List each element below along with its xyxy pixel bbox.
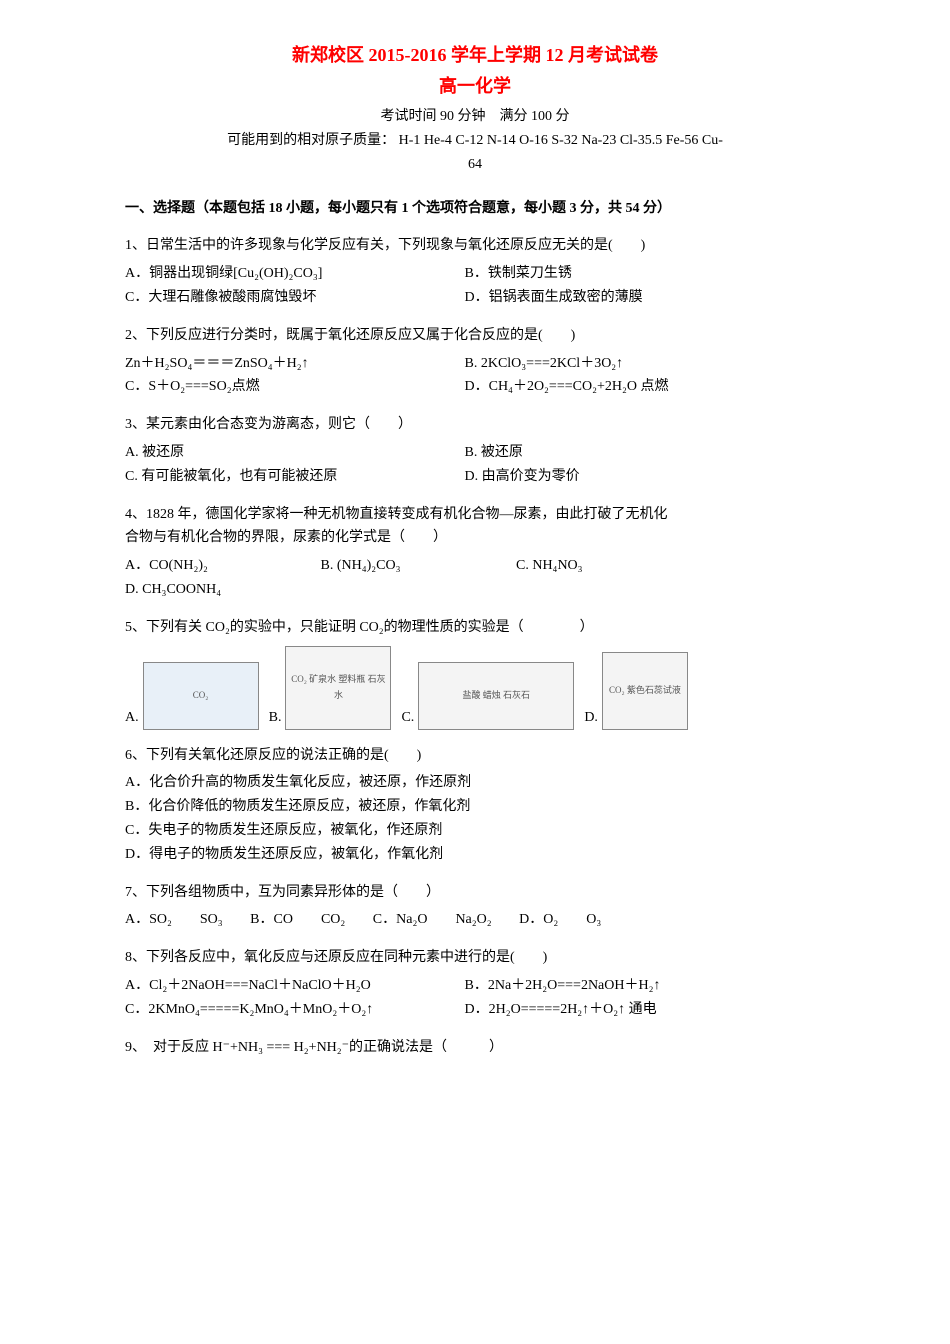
q3-option-b: B. 被还原 [465, 441, 801, 465]
q6-option-b: B．化合价降低的物质发生还原反应，被还原，作氧化剂 [125, 795, 825, 819]
q2-option-b: B. 2KClO₃===2KCl＋3O₂↑ [465, 352, 801, 376]
question-6-options: A．化合价升高的物质发生氧化反应，被还原，作还原剂 B．化合价降低的物质发生还原… [125, 771, 825, 866]
question-6-stem: 6、下列有关氧化还原反应的说法正确的是( ) [125, 744, 825, 768]
q5-diagram-d: CO₂ 紫色石蕊试液 [602, 652, 688, 730]
question-7-stem: 7、下列各组物质中，互为同素异形体的是（ ） [125, 881, 825, 905]
q8-option-d: D．2H₂O=====2H₂↑＋O₂↑ 通电 [465, 998, 801, 1022]
q4-option-c: C. NH₄NO₃ [516, 554, 670, 578]
q8-option-b: B．2Na＋2H₂O===2NaOH＋H₂↑ [465, 974, 801, 998]
q5-diagram-a: CO₂ [143, 662, 259, 730]
q5-diagram-c: 盐酸 蜡烛 石灰石 [418, 662, 574, 730]
q1-option-c: C．大理石雕像被酸雨腐蚀毁坏 [125, 286, 461, 310]
exam-title: 新郑校区 2015-2016 学年上学期 12 月考试试卷 [125, 40, 825, 71]
q8-option-a: A．Cl₂＋2NaOH===NaCl＋NaClO＋H₂O [125, 974, 461, 998]
q5-label-b: B. [269, 706, 282, 730]
q1-option-b: B．铁制菜刀生锈 [465, 262, 801, 286]
question-2-stem: 2、下列反应进行分类时，既属于氧化还原反应又属于化合反应的是( ) [125, 324, 825, 348]
q5-label-d: D. [584, 706, 598, 730]
q3-option-c: C. 有可能被氧化，也有可能被还原 [125, 465, 461, 489]
q1-option-a: A．铜器出现铜绿[Cu₂(OH)₂CO₃] [125, 262, 461, 286]
atomic-mass-line2: 64 [468, 157, 482, 172]
question-2-options: Zn＋H₂SO₄＝＝＝ZnSO₄＋H₂↑ B. 2KClO₃===2KCl＋3O… [125, 352, 825, 400]
q4-option-b: B. (NH₄)₂CO₃ [321, 554, 489, 578]
q4-option-d: D. CH₃COONH₄ [125, 578, 279, 602]
q3-option-d: D. 由高价变为零价 [465, 465, 801, 489]
question-1-options: A．铜器出现铜绿[Cu₂(OH)₂CO₃] B．铁制菜刀生锈 C．大理石雕像被酸… [125, 262, 825, 310]
q1-option-d: D．铝锅表面生成致密的薄膜 [465, 286, 801, 310]
question-8-options: A．Cl₂＋2NaOH===NaCl＋NaClO＋H₂O B．2Na＋2H₂O=… [125, 974, 825, 1022]
question-5-images: A. CO₂ B. CO₂ 矿泉水 塑料瓶 石灰水 C. 盐酸 蜡烛 石灰石 D… [125, 646, 825, 730]
q5-item-a: A. CO₂ [125, 662, 259, 730]
q5-item-c: C. 盐酸 蜡烛 石灰石 [401, 662, 574, 730]
q4-option-a: A．CO(NH₂)₂ [125, 554, 293, 578]
q7-option-d: D．O₂ O₃ [519, 908, 601, 932]
q2-option-d: D．CH₄＋2O₂===CO₂+2H₂O 点燃 [465, 375, 801, 399]
q3-option-a: A. 被还原 [125, 441, 461, 465]
question-3-stem: 3、某元素由化合态变为游离态，则它（ ） [125, 413, 825, 437]
question-4-stem: 4、1828 年，德国化学家将一种无机物直接转变成有机化合物—尿素，由此打破了无… [125, 503, 825, 551]
exam-duration-score: 考试时间 90 分钟 满分 100 分 [125, 105, 825, 129]
q5-label-c: C. [401, 706, 414, 730]
question-7-options: A．SO₂ SO₃ B．CO CO₂ C．Na₂O Na₂O₂ D．O₂ O₃ [125, 908, 825, 932]
q4-stem-line1: 4、1828 年，德国化学家将一种无机物直接转变成有机化合物—尿素，由此打破了无… [125, 507, 668, 522]
section-1-header: 一、选择题（本题包括 18 小题，每小题只有 1 个选项符合题意，每小题 3 分… [125, 197, 825, 221]
q6-option-c: C．失电子的物质发生还原反应，被氧化，作还原剂 [125, 819, 825, 843]
question-1-stem: 1、日常生活中的许多现象与化学反应有关，下列现象与氧化还原反应无关的是( ) [125, 234, 825, 258]
q7-option-b: B．CO CO₂ [250, 908, 345, 932]
atomic-mass-line1: 可能用到的相对原子质量： H-1 He-4 C-12 N-14 O-16 S-3… [227, 133, 723, 148]
q5-item-b: B. CO₂ 矿泉水 塑料瓶 石灰水 [269, 646, 392, 730]
q4-stem-line2: 合物与有机化合物的界限，尿素的化学式是（ ） [125, 530, 447, 545]
q7-option-a: A．SO₂ SO₃ [125, 908, 223, 932]
q5-item-d: D. CO₂ 紫色石蕊试液 [584, 652, 688, 730]
question-9-stem: 9、 对于反应 H⁻+NH₃ === H₂+NH₂⁻的正确说法是（ ） [125, 1036, 825, 1060]
question-8-stem: 8、下列各反应中，氧化反应与还原反应在同种元素中进行的是( ) [125, 946, 825, 970]
q7-option-c: C．Na₂O Na₂O₂ [373, 908, 492, 932]
q6-option-d: D．得电子的物质发生还原反应，被氧化，作氧化剂 [125, 843, 825, 867]
q6-option-a: A．化合价升高的物质发生氧化反应，被还原，作还原剂 [125, 771, 825, 795]
q5-label-a: A. [125, 706, 139, 730]
exam-subtitle: 高一化学 [125, 71, 825, 102]
question-3-options: A. 被还原 B. 被还原 C. 有可能被氧化，也有可能被还原 D. 由高价变为… [125, 441, 825, 489]
q8-option-c: C．2KMnO₄=====K₂MnO₄＋MnO₂＋O₂↑ [125, 998, 461, 1022]
atomic-mass-info: 可能用到的相对原子质量： H-1 He-4 C-12 N-14 O-16 S-3… [125, 129, 825, 177]
q2-option-c: C．S＋O₂===SO₂点燃 [125, 375, 461, 399]
question-4-options: A．CO(NH₂)₂ B. (NH₄)₂CO₃ C. NH₄NO₃ D. CH₃… [125, 554, 825, 602]
question-5-stem: 5、下列有关 CO₂的实验中，只能证明 CO₂的物理性质的实验是（ ） [125, 616, 825, 640]
q2-option-a: Zn＋H₂SO₄＝＝＝ZnSO₄＋H₂↑ [125, 352, 461, 376]
q5-diagram-b: CO₂ 矿泉水 塑料瓶 石灰水 [285, 646, 391, 730]
